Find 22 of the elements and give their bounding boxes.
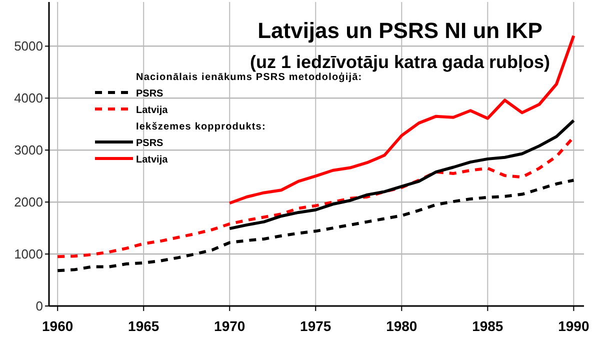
text: (uz 1 iedzīvotāju katra gada rubļos) <box>250 52 550 72</box>
legend-label: PSRS <box>136 138 164 149</box>
x-tick-label: 1990 <box>558 318 590 334</box>
legend-label: PSRS <box>136 88 164 100</box>
x-tick-label: 1980 <box>386 318 418 334</box>
x-tick-label: 1970 <box>214 318 246 334</box>
x-tick-label: 1985 <box>472 318 504 334</box>
annotation: Nacionālais ienākums PSRS metodoloģijā: <box>136 72 362 83</box>
y-tick-label: 2000 <box>14 194 43 210</box>
y-tick-label: 3000 <box>14 142 43 158</box>
y-tick-label: 5000 <box>14 38 43 54</box>
text: Latvijas un PSRS NI un IKP <box>258 18 542 43</box>
legend-label: Latvija <box>136 105 168 116</box>
x-tick-label: 1965 <box>128 318 160 334</box>
legend-label: Latvija <box>136 154 168 166</box>
y-tick-label: 0 <box>36 298 43 314</box>
y-tick-label: 4000 <box>14 90 43 106</box>
x-tick-label: 1975 <box>300 318 332 334</box>
line-series <box>56 178 576 272</box>
y-tick-label: 1000 <box>14 246 43 262</box>
x-tick-label: 1960 <box>42 318 74 334</box>
annotation: Iekšzemes kopprodukts: <box>136 122 266 132</box>
